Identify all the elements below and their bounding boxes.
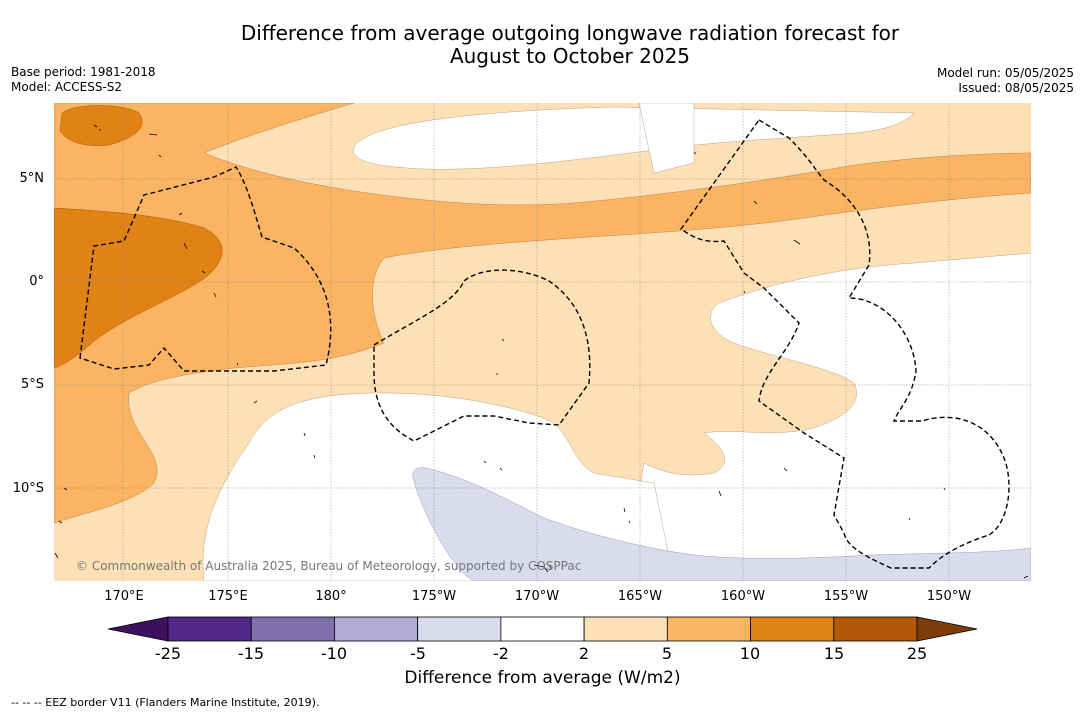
neutral-region-north [353, 106, 915, 170]
lon-label-170e: 170°E [104, 589, 144, 604]
islands [54, 124, 1029, 579]
run-info: Model run: 05/05/2025 Issued: 08/05/2025 [937, 66, 1074, 96]
base-period: Base period: 1981-2018 [11, 65, 156, 79]
colorbar-segment [666, 616, 751, 642]
lon-label-175e: 175°E [208, 589, 248, 604]
colorbar-segment [750, 616, 835, 642]
colorbar-arrow-low [107, 616, 169, 642]
colorbar-tick-label: 10 [739, 644, 761, 663]
lon-label-170w: 170°W [514, 589, 560, 604]
lat-label-5n: 5°N [19, 171, 45, 186]
map-title: Difference from average outgoing longwav… [150, 22, 990, 68]
colorbar-tick-label: -2 [493, 644, 509, 663]
model-run: Model run: 05/05/2025 [936, 66, 1074, 80]
colorbar-tick-label: 15 [823, 644, 845, 663]
colorbar-segment [583, 616, 668, 642]
model-name: Model: ACCESS-S2 [11, 80, 123, 94]
colorbar-segment [417, 616, 502, 642]
lon-label-180: 180° [315, 589, 347, 604]
lon-label-165w: 165°W [617, 589, 663, 604]
title-line-1: Difference from average outgoing longwav… [240, 21, 900, 45]
colorbar-tick-label: -10 [320, 644, 348, 663]
copyright-note: © Commonwealth of Australia 2025, Bureau… [76, 559, 582, 573]
colorbar-arrow-high [916, 616, 978, 642]
colorbar-tick-label: -15 [237, 644, 265, 663]
anomaly-region-minus5-minus2 [412, 467, 1031, 581]
anomaly-map [54, 103, 1031, 581]
colorbar-tick-label: -25 [154, 644, 182, 663]
anomaly-region-10-15-north [59, 105, 143, 146]
colorbar-segment [334, 616, 419, 642]
anomaly-region-10-15-west [54, 207, 223, 369]
colorbar-tick-label: 2 [578, 644, 590, 663]
colorbar-segment [500, 616, 585, 642]
anomaly-region-5-10 [54, 103, 1031, 524]
colorbar-tick-label: -5 [410, 644, 426, 663]
colorbar-tick-label: 5 [661, 644, 673, 663]
lon-label-150w: 150°W [926, 589, 972, 604]
neutral-region-east-mid [623, 252, 1031, 581]
colorbar-segment [167, 616, 252, 642]
lat-label-5s: 5°S [20, 377, 44, 392]
eez-legend: -- -- -- EEZ border V11 (Flanders Marine… [11, 696, 320, 709]
lat-label-10s: 10°S [12, 481, 44, 496]
lon-label-175w: 175°W [411, 589, 457, 604]
colorbar-segment [250, 616, 335, 642]
colorbar-segment [833, 616, 918, 642]
eez-borders [79, 119, 1010, 569]
lon-label-160w: 160°W [720, 589, 766, 604]
title-line-2: August to October 2025 [449, 44, 691, 68]
lat-label-0: 0° [29, 274, 44, 289]
neutral-region-east [638, 103, 695, 174]
colorbar-tick-label: 25 [906, 644, 928, 663]
issued-date: Issued: 08/05/2025 [958, 81, 1074, 95]
colorbar-title: Difference from average (W/m2) [404, 668, 681, 688]
base-info: Base period: 1981-2018 Model: ACCESS-S2 [11, 65, 156, 95]
graticule [54, 103, 1031, 581]
lon-label-155w: 155°W [823, 589, 869, 604]
